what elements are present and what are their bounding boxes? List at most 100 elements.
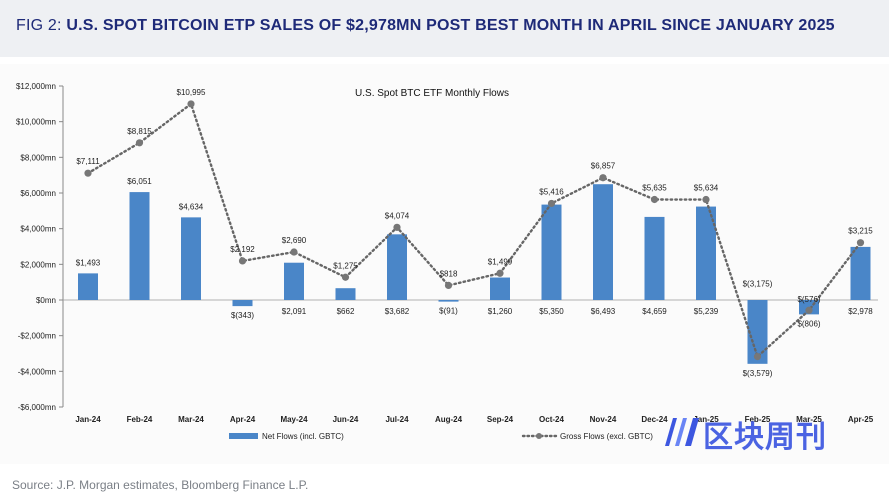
net-flow-bar bbox=[644, 216, 665, 300]
x-axis-labels: Jan-24 Feb-24 Mar-24 Apr-24 May-24 Jun-24 Jul-… bbox=[75, 415, 873, 424]
x-tick-label: Jan-24 bbox=[75, 415, 101, 424]
gross-flow-point bbox=[135, 139, 144, 147]
net-flow-label: $662 bbox=[337, 307, 355, 316]
source-note: Source: J.P. Morgan estimates, Bloomberg… bbox=[12, 478, 309, 492]
y-tick-label: $10,000mn bbox=[16, 118, 56, 127]
y-tick-label: -$2,000mn bbox=[18, 332, 56, 341]
net-flow-bar bbox=[850, 246, 871, 300]
gross-flow-label: $10,995 bbox=[177, 88, 206, 97]
net-flow-bar bbox=[593, 184, 613, 300]
gross-flow-point bbox=[496, 269, 504, 277]
net-flow-bar bbox=[181, 217, 201, 300]
net-flow-label: $6,493 bbox=[591, 307, 616, 316]
legend-marker-gross-flows bbox=[536, 433, 542, 439]
gross-flow-point bbox=[393, 223, 401, 231]
gross-flow-point bbox=[753, 353, 762, 361]
net-flow-label: $5,239 bbox=[694, 307, 719, 316]
block-weekly-logo-icon bbox=[665, 418, 699, 446]
gross-flow-label: $5,416 bbox=[539, 187, 564, 196]
gross-flow-point bbox=[84, 169, 92, 177]
x-tick-label: Mar-25 bbox=[796, 415, 822, 424]
x-tick-label: May-24 bbox=[280, 415, 308, 424]
gross-flow-label: $2,690 bbox=[282, 236, 307, 245]
x-tick-label: Sep-24 bbox=[487, 415, 514, 424]
figure-headline: U.S. SPOT BITCOIN ETP SALES OF $2,978MN … bbox=[66, 17, 835, 34]
net-flow-label: $(343) bbox=[231, 311, 254, 320]
net-flow-bar bbox=[747, 300, 768, 364]
figure-number: FIG 2: bbox=[16, 17, 67, 34]
gross-flow-label: $7,111 bbox=[76, 157, 100, 166]
x-tick-label: Feb-24 bbox=[127, 415, 153, 424]
net-flow-label: $1,260 bbox=[488, 307, 513, 316]
gross-flow-point bbox=[187, 100, 195, 108]
y-tick-label: -$4,000mn bbox=[18, 367, 56, 376]
x-tick-label: Dec-24 bbox=[641, 415, 668, 424]
net-flow-label: $4,659 bbox=[642, 307, 667, 316]
gross-flow-point bbox=[238, 257, 247, 265]
x-tick-label: Aug-24 bbox=[435, 415, 463, 424]
gross-flow-label: $2,192 bbox=[230, 245, 255, 254]
figure-header: FIG 2: U.S. SPOT BITCOIN ETP SALES OF $2… bbox=[0, 0, 889, 57]
gross-flow-label: $4,074 bbox=[385, 211, 410, 220]
net-flow-bar bbox=[387, 234, 407, 300]
net-flow-bar bbox=[78, 273, 98, 300]
y-tick-label: $6,000mn bbox=[20, 189, 56, 198]
chart-title: U.S. Spot BTC ETF Monthly Flows bbox=[355, 88, 509, 99]
data-labels: $1,493 $6,051 $4,634 $(343) $2,091 $662 $3,682… bbox=[76, 88, 874, 378]
legend-swatch-net-flows bbox=[229, 433, 258, 439]
gross-flow-series-line bbox=[86, 101, 862, 359]
gross-flow-line bbox=[84, 100, 865, 361]
net-flow-bar bbox=[438, 300, 459, 302]
y-tick-label: $4,000mn bbox=[20, 225, 56, 234]
net-flow-bar bbox=[490, 277, 510, 300]
etf-flows-chart: U.S. Spot BTC ETF Monthly Flows $12,000m… bbox=[16, 82, 878, 441]
gross-flow-point bbox=[650, 195, 659, 204]
net-flow-label: $5,350 bbox=[539, 307, 564, 316]
watermark-text: 区块周刊 bbox=[703, 421, 827, 454]
net-flow-label: $(91) bbox=[439, 307, 458, 316]
x-tick-label: Mar-24 bbox=[178, 415, 204, 424]
net-flow-label: $6,051 bbox=[127, 177, 152, 186]
net-flow-label: $(806) bbox=[797, 319, 820, 328]
gross-flow-label: $818 bbox=[440, 269, 458, 278]
gross-flow-label: $1,275 bbox=[333, 261, 358, 270]
legend: Net Flows (incl. GBTC) Gross Flows (excl… bbox=[229, 432, 653, 441]
x-tick-label: Oct-24 bbox=[539, 415, 564, 424]
gross-flow-label: $6,857 bbox=[591, 162, 616, 171]
gross-flow-label: $1,499 bbox=[488, 257, 513, 266]
figure-title: FIG 2: U.S. SPOT BITCOIN ETP SALES OF $2… bbox=[16, 17, 835, 35]
net-flow-bar bbox=[696, 206, 716, 300]
x-tick-label: Jul-24 bbox=[385, 415, 409, 424]
net-flow-bar bbox=[129, 192, 150, 300]
x-tick-label: Feb-25 bbox=[745, 415, 771, 424]
net-flow-bar bbox=[232, 300, 253, 307]
y-tick-label: $2,000mn bbox=[20, 260, 56, 269]
gross-flow-point bbox=[599, 174, 607, 182]
y-tick-label: $8,000mn bbox=[20, 153, 56, 162]
net-flow-bar bbox=[541, 204, 562, 300]
gross-flow-point bbox=[290, 248, 298, 256]
legend-label-gross-flows: Gross Flows (excl. GBTC) bbox=[560, 432, 653, 441]
net-flow-label: $2,978 bbox=[848, 307, 873, 316]
gross-flow-label: $8,815 bbox=[127, 127, 152, 136]
gross-flow-label: $(3,175) bbox=[743, 280, 773, 289]
gross-flow-point bbox=[547, 199, 556, 208]
net-flow-label: $1,493 bbox=[76, 258, 101, 267]
net-flow-label: $(3,579) bbox=[743, 369, 773, 378]
gross-flow-point bbox=[444, 281, 453, 290]
gross-flow-label: $(576) bbox=[797, 295, 820, 304]
x-tick-label: Apr-24 bbox=[230, 415, 256, 424]
x-tick-label: Nov-24 bbox=[590, 415, 617, 424]
gross-flow-label: $3,215 bbox=[848, 227, 873, 236]
legend-label-net-flows: Net Flows (incl. GBTC) bbox=[262, 432, 344, 441]
net-flow-bar bbox=[335, 288, 356, 300]
gross-flow-label: $5,635 bbox=[642, 184, 667, 193]
x-tick-label: Apr-25 bbox=[848, 415, 874, 424]
x-tick-label: Jun-24 bbox=[333, 415, 359, 424]
net-flow-bars bbox=[78, 184, 871, 364]
gross-flow-label: $5,634 bbox=[694, 184, 719, 193]
watermark: 区块周刊 bbox=[663, 408, 873, 456]
y-tick-label: $12,000mn bbox=[16, 82, 56, 91]
net-flow-label: $2,091 bbox=[282, 307, 307, 316]
net-flow-bar bbox=[284, 262, 304, 300]
